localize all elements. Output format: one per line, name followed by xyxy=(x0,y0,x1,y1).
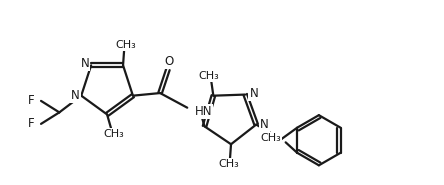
Text: CH₃: CH₃ xyxy=(115,41,136,51)
Text: F: F xyxy=(28,117,35,130)
Text: N: N xyxy=(81,57,90,70)
Text: CH₃: CH₃ xyxy=(103,129,124,139)
Text: CH₃: CH₃ xyxy=(218,159,239,169)
Text: CH₃: CH₃ xyxy=(261,133,281,143)
Text: N: N xyxy=(250,87,258,100)
Text: N: N xyxy=(260,118,269,131)
Text: HN: HN xyxy=(194,105,212,118)
Text: O: O xyxy=(164,55,174,68)
Text: N: N xyxy=(71,89,79,102)
Text: F: F xyxy=(28,94,35,107)
Text: CH₃: CH₃ xyxy=(199,71,219,81)
